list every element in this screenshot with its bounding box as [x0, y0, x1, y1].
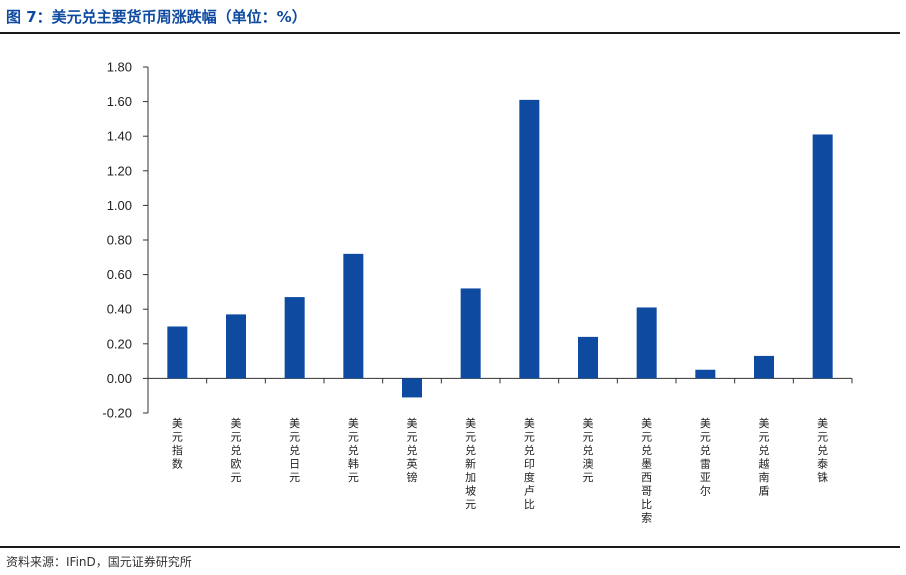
x-axis [147, 377, 853, 384]
title-bar: 图 7：美元兑主要货币周涨跌幅（单位：%） [0, 0, 900, 34]
y-tick-label: -0.20 [102, 406, 132, 421]
y-tick-label: 0.20 [107, 336, 132, 351]
category-label: 美元兑欧元 [231, 417, 242, 484]
bar-chart: 1.80 1.60 1.40 1.20 1.00 0.80 0.60 0.40 0.20 0.00… [102, 60, 853, 525]
bar [695, 369, 716, 379]
bar [343, 253, 364, 379]
y-axis: 1.80 1.60 1.40 1.20 1.00 0.80 0.60 0.40 0.20 0.00… [102, 60, 149, 421]
y-tick-label: 1.20 [107, 163, 132, 178]
category-label: 美元兑墨西哥比索 [641, 417, 652, 525]
bar [167, 326, 188, 379]
y-tick-label: 0.00 [107, 371, 132, 386]
category-label: 美元兑雷亚尔 [700, 417, 711, 498]
category-label: 美元兑新加坡元 [465, 417, 476, 511]
category-label: 美元兑韩元 [348, 417, 359, 484]
y-tick-label: 1.60 [107, 94, 132, 109]
bar [636, 307, 657, 379]
bar [284, 297, 305, 379]
bar [578, 336, 598, 379]
category-label: 美元指数 [172, 417, 183, 471]
y-tick-label: 0.60 [107, 267, 132, 282]
y-tick-label: 0.40 [107, 302, 132, 317]
category-label: 美元兑澳元 [583, 417, 594, 484]
y-tick-label: 1.00 [107, 198, 132, 213]
y-tick-label: 0.80 [107, 233, 132, 248]
bar [460, 288, 481, 379]
bar [812, 134, 833, 379]
category-label: 美元兑日元 [289, 417, 300, 484]
category-label: 美元兑印度卢比 [524, 417, 535, 511]
bar [519, 99, 540, 379]
bar [402, 378, 422, 398]
bar-series [167, 99, 833, 398]
source-note: 资料来源：IFinD，国元证券研究所 [6, 555, 192, 569]
bar [754, 355, 774, 379]
chart-title: 图 7：美元兑主要货币周涨跌幅（单位：%） [6, 8, 307, 26]
bar [226, 314, 246, 379]
category-labels: 美元指数 美元兑欧元 美元兑日元 美元兑韩元 美元兑英镑 美元兑新加坡元 美元兑印度卢比 美元… [172, 417, 828, 525]
category-label: 美元兑英镑 [407, 417, 418, 484]
category-label: 美元兑越南盾 [759, 417, 770, 498]
footer-divider [0, 546, 900, 548]
category-label: 美元兑泰铢 [817, 417, 828, 484]
y-tick-label: 1.40 [107, 129, 132, 144]
y-tick-label: 1.80 [107, 60, 132, 75]
